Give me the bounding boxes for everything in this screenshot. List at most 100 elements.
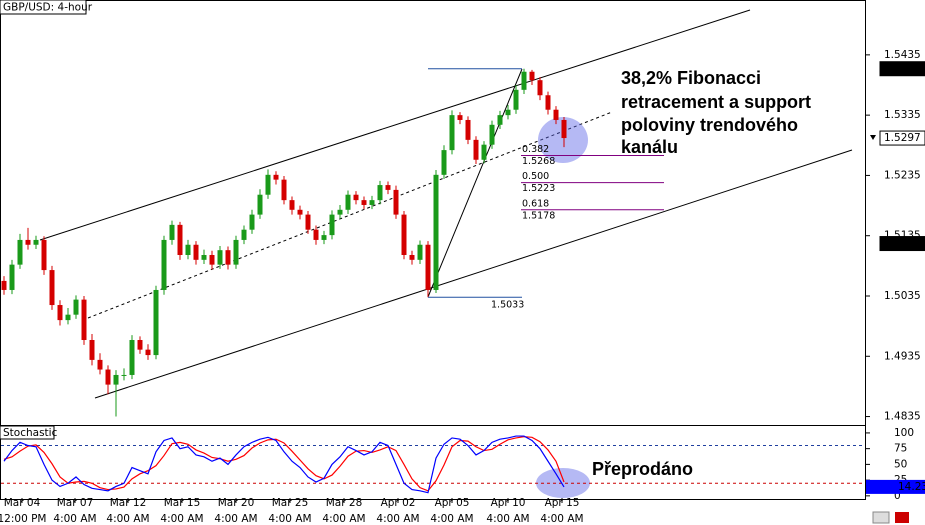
y-tick-label: 0 <box>894 490 901 502</box>
annotation: 38,2% Fibonacci <box>621 68 761 88</box>
panel-title: Stochastic <box>3 427 58 439</box>
price-box <box>879 61 925 77</box>
candle-body <box>57 305 63 321</box>
annotation: Přeprodáno <box>592 459 693 479</box>
candle-body <box>321 235 327 240</box>
candle-body <box>9 264 15 290</box>
candle-body <box>17 239 23 265</box>
candle-body <box>177 224 183 255</box>
candle-body <box>401 214 407 255</box>
candle-body <box>129 340 135 375</box>
candle-body <box>81 299 87 340</box>
x-tick-label: Mar 25 <box>272 497 309 509</box>
candle-body <box>449 115 455 151</box>
fib-price: 1.5178 <box>522 210 555 221</box>
x-tick-label: Mar 12 <box>110 497 147 509</box>
x-tick-sublabel: 4:00 AM <box>430 513 473 525</box>
channel-upper <box>39 9 751 241</box>
candle-body <box>265 174 271 195</box>
x-tick-sublabel: 4:00 AM <box>268 513 311 525</box>
candle-body <box>105 369 111 385</box>
candle-body <box>217 250 223 265</box>
candle-body <box>209 255 215 265</box>
candle-body <box>281 179 287 201</box>
candle-body <box>329 214 335 236</box>
fib-ratio: 0.618 <box>522 198 549 209</box>
y-tick-label: 50 <box>894 458 907 470</box>
annotation: kanálu <box>621 137 678 157</box>
x-tick-sublabel: 4:00 AM <box>486 513 529 525</box>
title-box <box>0 425 55 440</box>
candle-body <box>73 299 79 315</box>
candle-body <box>441 150 447 175</box>
candle-body <box>297 209 303 215</box>
candle-body <box>121 374 127 376</box>
candle-body <box>201 255 207 260</box>
fib-ratio: 0.382 <box>522 144 549 155</box>
x-tick-label: Mar 20 <box>218 497 255 509</box>
x-tick-label: Apr 10 <box>491 497 526 509</box>
candle-body <box>41 239 47 271</box>
fib-trend-line <box>427 68 523 298</box>
x-tick-sublabel: 4:00 AM <box>53 513 96 525</box>
x-tick-sublabel: 4:00 AM <box>106 513 149 525</box>
candle-body <box>169 224 175 240</box>
y-tick-label: 1.4935 <box>884 350 921 362</box>
x-tick-sublabel: 4:00 AM <box>376 513 419 525</box>
candle-body <box>505 109 511 116</box>
x-tick-label: Apr 05 <box>435 497 470 509</box>
candle-body <box>161 239 167 290</box>
price-label: 1.5297 <box>884 132 921 144</box>
x-tick-label: Mar 15 <box>164 497 201 509</box>
channel-lower <box>94 149 853 399</box>
candle-body <box>1 280 7 290</box>
candle-body <box>185 244 191 255</box>
candle-body <box>345 194 351 210</box>
candle-body <box>353 194 359 201</box>
candle-body <box>481 144 487 160</box>
price-label: 1.5412 <box>884 63 921 75</box>
x-tick-label: Apr 02 <box>381 497 416 509</box>
candle-body <box>369 200 375 205</box>
candle-body <box>305 214 311 230</box>
candle-body <box>561 119 567 139</box>
price-arrow <box>870 135 876 141</box>
candle-body <box>89 340 95 360</box>
candle-body <box>545 95 551 110</box>
value-box <box>866 479 925 494</box>
stochastic-line <box>3 436 565 492</box>
scroll-button[interactable] <box>872 511 890 524</box>
x-tick-sublabel: 12:00 PM <box>0 513 47 525</box>
y-tick-label: 100 <box>894 427 914 439</box>
y-tick-label: 1.5035 <box>884 290 921 302</box>
candle-body <box>377 185 383 201</box>
y-tick-label: 1.5235 <box>884 169 921 181</box>
candle-body <box>249 214 255 230</box>
candle-body <box>489 124 495 145</box>
candle-body <box>513 89 519 110</box>
highlight-circle <box>538 117 588 163</box>
x-tick-sublabel: 4:00 AM <box>214 513 257 525</box>
fib-price: 1.5268 <box>522 156 555 167</box>
candle-body <box>425 244 431 290</box>
channel-middle <box>87 111 613 319</box>
candle-body <box>241 229 247 240</box>
highlight-circle <box>536 468 590 498</box>
fib-price: 1.5223 <box>522 183 555 194</box>
close-button[interactable] <box>895 512 909 523</box>
candle-body <box>497 115 503 125</box>
x-tick-label: Mar 07 <box>57 497 94 509</box>
candle-body <box>193 244 199 260</box>
fib-ratio: 0.500 <box>522 171 549 182</box>
candle-body <box>385 185 391 190</box>
price-label: 1.5122 <box>884 238 921 250</box>
stochastic-panel <box>0 425 866 500</box>
x-tick-sublabel: 4:00 AM <box>160 513 203 525</box>
annotation: retracement a support <box>621 92 811 112</box>
x-tick-label: Apr 15 <box>545 497 580 509</box>
chart-title: GBP/USD: 4-hour <box>3 2 93 14</box>
candle-body <box>33 239 39 245</box>
x-tick-sublabel: 4:00 AM <box>322 513 365 525</box>
y-tick-label: 75 <box>894 443 907 455</box>
